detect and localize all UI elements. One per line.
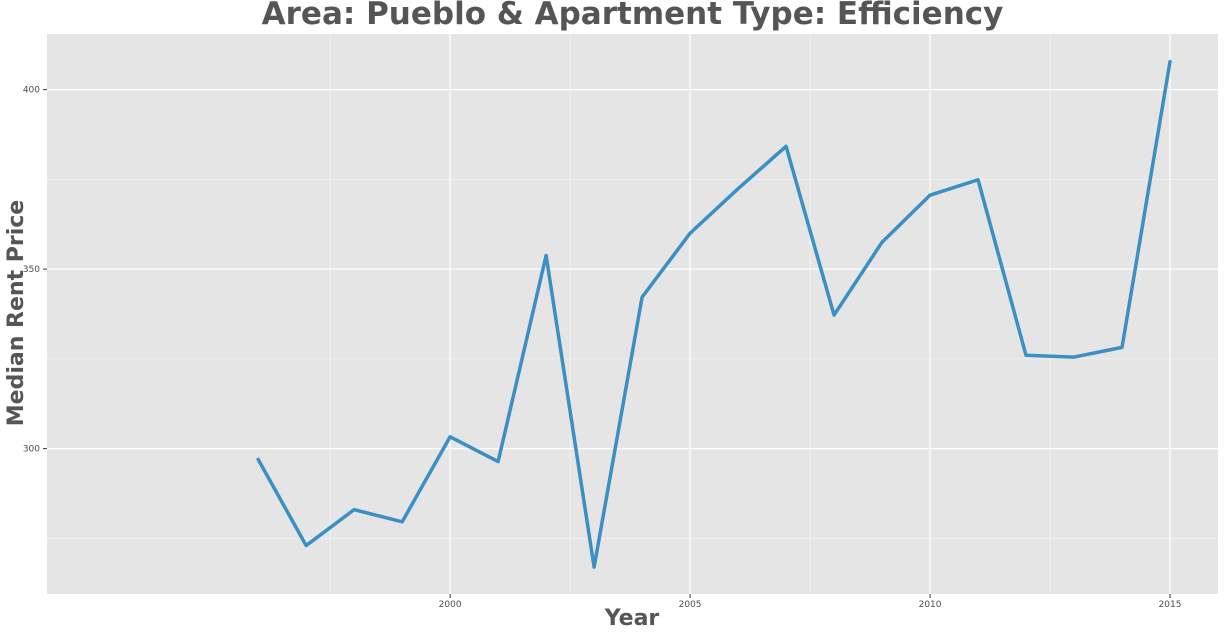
- major-gridlines: [47, 34, 1218, 594]
- plot-panel: [47, 34, 1218, 594]
- x-tick-label: 2010: [919, 600, 942, 610]
- x-tick-label: 2000: [439, 600, 462, 610]
- y-tick-label: 400: [23, 86, 40, 96]
- y-axis-ticks: 300 350 400: [23, 86, 47, 455]
- y-tick-label: 350: [23, 265, 40, 275]
- x-axis-ticks: 2000 2005 2010 2015: [439, 594, 1182, 610]
- x-tick-label: 2005: [679, 600, 702, 610]
- y-tick-label: 300: [23, 445, 40, 455]
- y-axis-title: Median Rent Price: [4, 200, 29, 426]
- x-axis-title: Year: [604, 606, 660, 631]
- x-tick-label: 2015: [1159, 600, 1182, 610]
- chart-title: Area: Pueblo & Apartment Type: Efficienc…: [261, 0, 1004, 32]
- series-line: [256, 59, 1172, 569]
